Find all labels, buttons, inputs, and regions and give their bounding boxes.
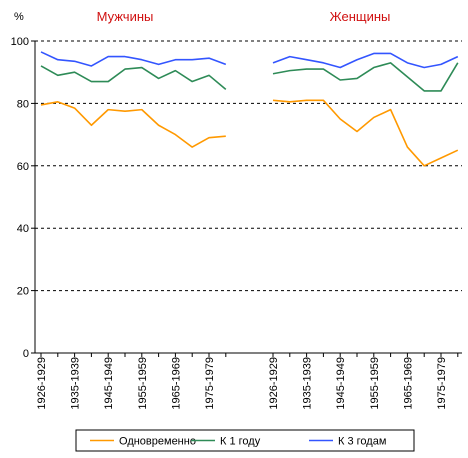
x-tick-label: 1955-1959 bbox=[137, 357, 149, 410]
y-tick-label: 20 bbox=[17, 286, 29, 298]
gridlines bbox=[35, 40, 462, 292]
panel-title: Мужчины bbox=[97, 9, 154, 24]
series-line bbox=[272, 52, 459, 69]
series-line bbox=[40, 65, 227, 90]
panel-title: Женщины bbox=[330, 9, 391, 24]
axes bbox=[31, 40, 462, 357]
x-tick-label: 1955-1959 bbox=[369, 357, 381, 410]
x-tick-label: 1945-1949 bbox=[335, 357, 347, 410]
panel-titles: Мужчины Женщины bbox=[97, 9, 391, 24]
y-tick-label: 80 bbox=[17, 98, 29, 110]
series-line bbox=[40, 101, 226, 148]
y-tick-label: 0 bbox=[23, 348, 29, 360]
x-tick-label: 1975-1979 bbox=[204, 357, 216, 410]
legend-label: К 1 году bbox=[220, 436, 261, 448]
x-tick-label: 1926-1929 bbox=[268, 357, 280, 410]
legend-box bbox=[75, 429, 415, 452]
x-tick-label: 1926-1929 bbox=[36, 357, 48, 410]
y-tick-label: 60 bbox=[17, 161, 29, 173]
series-lines bbox=[40, 51, 459, 167]
legend-label: Одновременно bbox=[119, 436, 196, 448]
x-tick-labels: 1926-1929 1935-1939 1945-1949 1955-1959 1965… bbox=[36, 357, 448, 410]
x-tick-label: 1965-1969 bbox=[402, 357, 414, 410]
y-tick-labels: 0 20 40 60 80 100 bbox=[11, 36, 29, 360]
series-line bbox=[272, 99, 459, 167]
legend-label: К 3 годам bbox=[338, 436, 386, 448]
x-tick-label: 1975-1979 bbox=[436, 357, 448, 410]
x-tick-label: 1965-1969 bbox=[170, 357, 182, 410]
series-line bbox=[272, 62, 459, 92]
x-tick-label: 1935-1939 bbox=[302, 357, 314, 410]
series-line bbox=[40, 51, 227, 67]
x-tick-label: 1945-1949 bbox=[103, 357, 115, 410]
y-unit-label: % bbox=[14, 11, 24, 23]
y-tick-label: 40 bbox=[17, 223, 29, 235]
legend: Одновременно К 1 году К 3 годам bbox=[75, 429, 415, 452]
y-tick-label: 100 bbox=[11, 36, 29, 48]
x-tick-label: 1935-1939 bbox=[70, 357, 82, 410]
